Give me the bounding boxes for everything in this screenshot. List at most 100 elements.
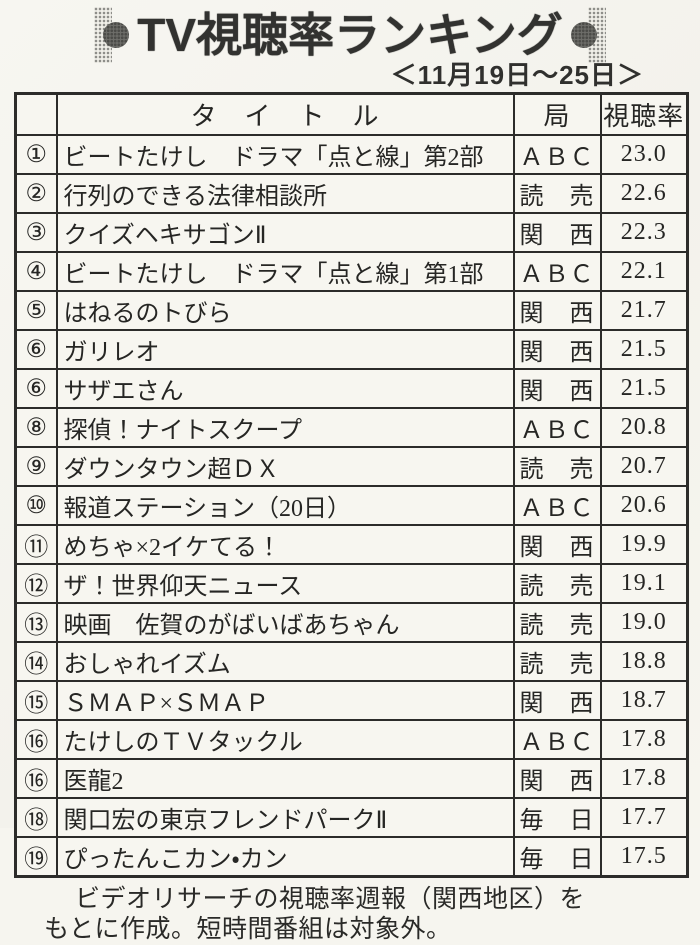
table-row: ② 行列のできる法律相談所 読 売 22.6: [14, 173, 689, 214]
table-row: ⑩ 報道ステーション（20日） ＡＢＣ 20.6: [14, 485, 689, 526]
table-row: ⑭ おしゃれイズム 読 売 18.8: [14, 641, 689, 682]
rating-value: 18.8: [599, 641, 689, 682]
station-name: 関 西: [512, 680, 602, 721]
rating-value: 21.5: [599, 368, 689, 409]
rating-value: 17.8: [599, 758, 689, 799]
masthead: TV視聴率ランキング: [0, 0, 700, 63]
station-name: 関 西: [512, 524, 602, 565]
rank-badge: ⑥: [14, 329, 58, 370]
program-title: ガリレオ: [55, 329, 515, 370]
program-title: おしゃれイズム: [55, 641, 515, 682]
rank-badge: ⑩: [14, 485, 58, 526]
rating-value: 21.7: [599, 290, 689, 331]
program-title: ダウンタウン超ＤＸ: [55, 446, 515, 487]
rating-value: 21.5: [599, 329, 689, 370]
station-name: 読 売: [512, 173, 602, 214]
rating-value: 23.0: [599, 134, 689, 175]
table-row: ⑯ たけしのＴＶタックル ＡＢＣ 17.8: [14, 719, 689, 760]
program-title: サザエさん: [55, 368, 515, 409]
rating-value: 20.7: [599, 446, 689, 487]
rank-badge: ⑤: [14, 290, 58, 331]
program-title: たけしのＴＶタックル: [55, 719, 515, 760]
table-body: ① ビートたけし ドラマ「点と線」第2部 ＡＢＣ 23.0 ② 行列のできる法律…: [14, 134, 689, 878]
station-name: ＡＢＣ: [512, 719, 602, 760]
rating-value: 22.6: [599, 173, 689, 214]
date-range: ＜11月19日～25日＞: [390, 60, 644, 90]
program-title: 映画 佐賀のがばいばあちゃん: [55, 602, 515, 643]
table-row: ⑮ ＳＭＡＰ×ＳＭＡＰ 関 西 18.7: [14, 680, 689, 721]
program-title: ぴったんこカン・カン: [55, 836, 515, 878]
rating-value: 18.7: [599, 680, 689, 721]
table-row: ⑲ ぴったんこカン・カン 毎 日 17.5: [14, 836, 689, 878]
rank-badge: ①: [14, 134, 58, 175]
station-name: 関 西: [512, 368, 602, 409]
program-title: ビートたけし ドラマ「点と線」第1部: [55, 251, 515, 292]
table-row: ⑥ サザエさん 関 西 21.5: [14, 368, 689, 409]
header-row: タ イ ト ル 局 視聴率: [14, 92, 689, 136]
header-station: 局: [512, 92, 602, 136]
rank-badge: ⑭: [14, 641, 58, 682]
station-name: 読 売: [512, 446, 602, 487]
source-note-line1: ビデオリサーチの視聴率週報（関西地区）を: [75, 886, 586, 913]
rank-badge: ⑮: [14, 680, 58, 721]
rank-badge: ⑬: [14, 602, 58, 643]
rating-value: 19.1: [599, 563, 689, 604]
program-title: 報道ステーション（20日）: [55, 485, 515, 526]
station-name: 関 西: [512, 329, 602, 370]
halftone-circle-icon: [103, 22, 130, 48]
header-title: タ イ ト ル: [55, 92, 515, 136]
station-name: 毎 日: [512, 797, 602, 838]
program-title: 関口宏の東京フレンドパークⅡ: [55, 797, 515, 838]
program-title: めちゃ×2イケてる！: [55, 524, 515, 565]
page-title: TV視聴率ランキング: [137, 9, 563, 61]
station-name: ＡＢＣ: [512, 251, 602, 292]
rating-value: 17.8: [599, 719, 689, 760]
rating-value: 22.1: [599, 251, 689, 292]
header-rank: [14, 92, 58, 136]
station-name: 読 売: [512, 641, 602, 682]
rating-value: 20.6: [599, 485, 689, 526]
rank-badge: ④: [14, 251, 58, 292]
rank-badge: ⑨: [14, 446, 58, 487]
program-title: 探偵！ナイトスクープ: [55, 407, 515, 448]
rating-value: 17.7: [599, 797, 689, 838]
table-row: ⑧ 探偵！ナイトスクープ ＡＢＣ 20.8: [14, 407, 689, 448]
halftone-circle-icon: [570, 22, 597, 48]
station-name: 読 売: [512, 602, 602, 643]
rating-value: 19.9: [599, 524, 689, 565]
halftone-bar-icon: [587, 7, 606, 63]
program-title: ＳＭＡＰ×ＳＭＡＰ: [55, 680, 515, 721]
table-row: ⑱ 関口宏の東京フレンドパークⅡ 毎 日 17.7: [14, 797, 689, 838]
rank-badge: ③: [14, 212, 58, 253]
station-name: 関 西: [512, 212, 602, 253]
rank-badge: ⑲: [14, 836, 58, 878]
ratings-table: タ イ ト ル 局 視聴率 ① ビートたけし ドラマ「点と線」第2部 ＡＢＣ 2…: [14, 92, 689, 878]
rating-value: 19.0: [599, 602, 689, 643]
source-note-line2: もとに作成。短時間番組は対象外。: [44, 916, 452, 943]
rank-badge: ②: [14, 173, 58, 214]
program-title: ビートたけし ドラマ「点と線」第2部: [55, 134, 515, 175]
table-row: ⑨ ダウンタウン超ＤＸ 読 売 20.7: [14, 446, 689, 487]
table-row: ⑬ 映画 佐賀のがばいばあちゃん 読 売 19.0: [14, 602, 689, 643]
rank-badge: ⑪: [14, 524, 58, 565]
program-title: 行列のできる法律相談所: [55, 173, 515, 214]
station-name: ＡＢＣ: [512, 134, 602, 175]
rank-badge: ⑥: [14, 368, 58, 409]
rank-badge: ⑫: [14, 563, 58, 604]
table-row: ⑪ めちゃ×2イケてる！ 関 西 19.9: [14, 524, 689, 565]
rating-value: 20.8: [599, 407, 689, 448]
rank-badge: ⑧: [14, 407, 58, 448]
program-title: クイズヘキサゴンⅡ: [55, 212, 515, 253]
table-row: ⑤ はねるのトびら 関 西 21.7: [14, 290, 689, 331]
station-name: 毎 日: [512, 836, 602, 878]
table-row: ④ ビートたけし ドラマ「点と線」第1部 ＡＢＣ 22.1: [14, 251, 689, 292]
program-title: はねるのトびら: [55, 290, 515, 331]
program-title: 医龍2: [55, 758, 515, 799]
station-name: 関 西: [512, 290, 602, 331]
table-row: ⑥ ガリレオ 関 西 21.5: [14, 329, 689, 370]
station-name: ＡＢＣ: [512, 407, 602, 448]
rank-badge: ⑯: [14, 758, 58, 799]
program-title: ザ！世界仰天ニュース: [55, 563, 515, 604]
station-name: 関 西: [512, 758, 602, 799]
